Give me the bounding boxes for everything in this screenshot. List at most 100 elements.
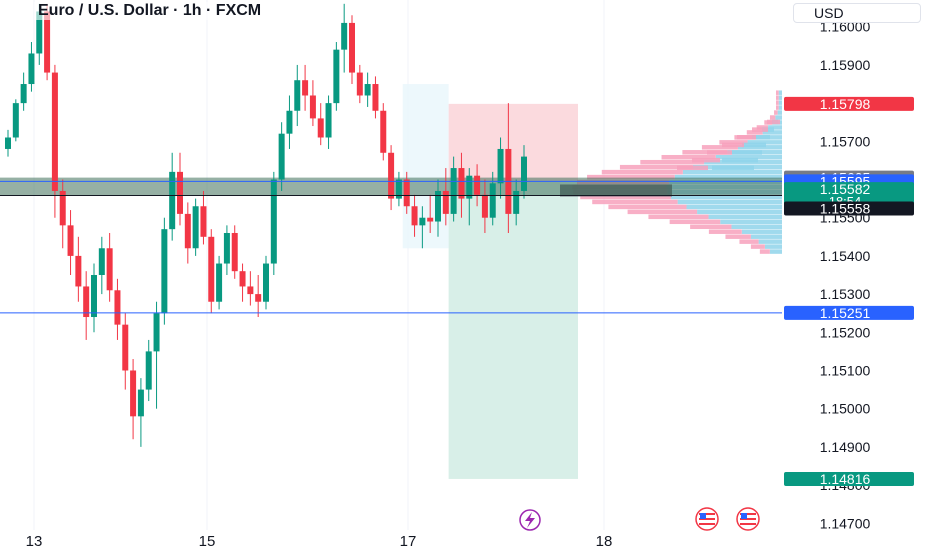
candle[interactable] xyxy=(169,152,176,241)
candle-body xyxy=(36,11,43,54)
price-axis[interactable]: 1.147001.148001.149001.150001.151001.152… xyxy=(784,19,914,532)
profile-row-up xyxy=(708,214,782,220)
candle[interactable] xyxy=(513,179,520,226)
candle-body xyxy=(67,225,74,256)
candle[interactable] xyxy=(395,171,402,207)
candle[interactable] xyxy=(223,225,230,275)
candle[interactable] xyxy=(91,263,97,333)
candle[interactable] xyxy=(325,95,332,149)
candle[interactable] xyxy=(364,72,371,107)
candle[interactable] xyxy=(208,229,215,314)
candle[interactable] xyxy=(294,64,301,127)
candle[interactable] xyxy=(317,103,324,146)
candle[interactable] xyxy=(333,42,340,111)
candle[interactable] xyxy=(302,64,309,111)
candle[interactable] xyxy=(51,64,58,218)
candle[interactable] xyxy=(349,15,355,85)
candle[interactable] xyxy=(450,156,457,222)
candle[interactable] xyxy=(130,359,137,440)
candle[interactable] xyxy=(28,42,35,92)
candle-body xyxy=(411,206,418,226)
time-axis[interactable]: 13 15 17 18 xyxy=(26,533,613,550)
candle[interactable] xyxy=(411,194,418,237)
candle[interactable] xyxy=(497,137,504,199)
candle[interactable] xyxy=(435,179,441,237)
us-flag-event-icon[interactable] xyxy=(695,507,719,531)
price-label[interactable]: 1.15251 xyxy=(784,305,914,321)
horizontal-lines[interactable] xyxy=(0,180,782,314)
candle[interactable] xyxy=(177,152,183,226)
candle[interactable] xyxy=(309,80,316,127)
price-label[interactable]: 1.15798 xyxy=(784,96,914,112)
candle[interactable] xyxy=(247,271,254,306)
y-tick-label: 1.15300 xyxy=(820,286,871,302)
candle[interactable] xyxy=(98,236,105,295)
us-flag-event-icon[interactable] xyxy=(736,507,760,531)
candle[interactable] xyxy=(75,236,82,302)
candle[interactable] xyxy=(489,171,496,226)
candle[interactable] xyxy=(153,301,160,409)
candle[interactable] xyxy=(270,171,277,275)
candle[interactable] xyxy=(216,255,223,310)
candle[interactable] xyxy=(59,179,66,249)
candle[interactable] xyxy=(372,76,379,119)
candle[interactable] xyxy=(20,72,27,111)
candles[interactable] xyxy=(5,3,527,447)
candle[interactable] xyxy=(286,95,293,149)
candle[interactable] xyxy=(356,64,363,104)
candle[interactable] xyxy=(442,168,449,226)
candle[interactable] xyxy=(239,263,246,302)
currency-selector[interactable]: USD xyxy=(793,3,921,23)
candle[interactable] xyxy=(5,129,11,157)
profile-row-down xyxy=(725,234,751,239)
event-icons[interactable] xyxy=(519,507,760,531)
candle[interactable] xyxy=(466,168,473,226)
candle[interactable] xyxy=(145,339,152,402)
candle[interactable] xyxy=(341,3,348,73)
candle[interactable] xyxy=(12,99,19,142)
candle[interactable] xyxy=(255,275,262,318)
candle[interactable] xyxy=(114,278,121,340)
candle[interactable] xyxy=(231,225,238,279)
candle[interactable] xyxy=(427,194,434,233)
candle[interactable] xyxy=(83,271,90,340)
candle-body xyxy=(364,84,371,96)
profile-row-down xyxy=(746,130,763,135)
candle[interactable] xyxy=(278,122,285,191)
candle[interactable] xyxy=(388,145,395,211)
lightning-event-icon[interactable] xyxy=(519,509,541,531)
position-zones[interactable] xyxy=(402,84,578,479)
candle[interactable] xyxy=(474,164,481,207)
candle-body xyxy=(130,370,137,417)
profile-row-up xyxy=(737,145,782,150)
profile-row-up xyxy=(720,219,782,225)
candle[interactable] xyxy=(403,171,410,214)
candle-body xyxy=(325,103,332,138)
candle[interactable] xyxy=(458,152,465,218)
candle[interactable] xyxy=(192,198,199,256)
candle[interactable] xyxy=(419,206,426,249)
candle[interactable] xyxy=(200,190,207,245)
profile-row-down xyxy=(640,159,705,165)
profile-row-up xyxy=(697,209,782,215)
candle[interactable] xyxy=(481,179,488,233)
profile-row-down xyxy=(690,224,732,230)
candle[interactable] xyxy=(161,217,168,325)
candle[interactable] xyxy=(184,202,191,264)
candle[interactable] xyxy=(67,210,74,275)
candle[interactable] xyxy=(380,103,387,161)
profile-row-down xyxy=(707,150,732,155)
profile-row-down xyxy=(719,140,748,145)
candle[interactable] xyxy=(263,255,269,310)
candle[interactable] xyxy=(137,378,144,447)
candle-body xyxy=(231,232,238,272)
candle[interactable] xyxy=(521,145,527,199)
profile-row-down xyxy=(722,142,744,148)
candle[interactable] xyxy=(106,232,113,302)
candle-body xyxy=(317,118,324,138)
price-label[interactable]: 1.14816 xyxy=(784,471,914,487)
candle[interactable] xyxy=(122,313,129,390)
profile-row-up xyxy=(778,95,782,100)
price-label[interactable]: 1.15558 xyxy=(784,201,914,217)
